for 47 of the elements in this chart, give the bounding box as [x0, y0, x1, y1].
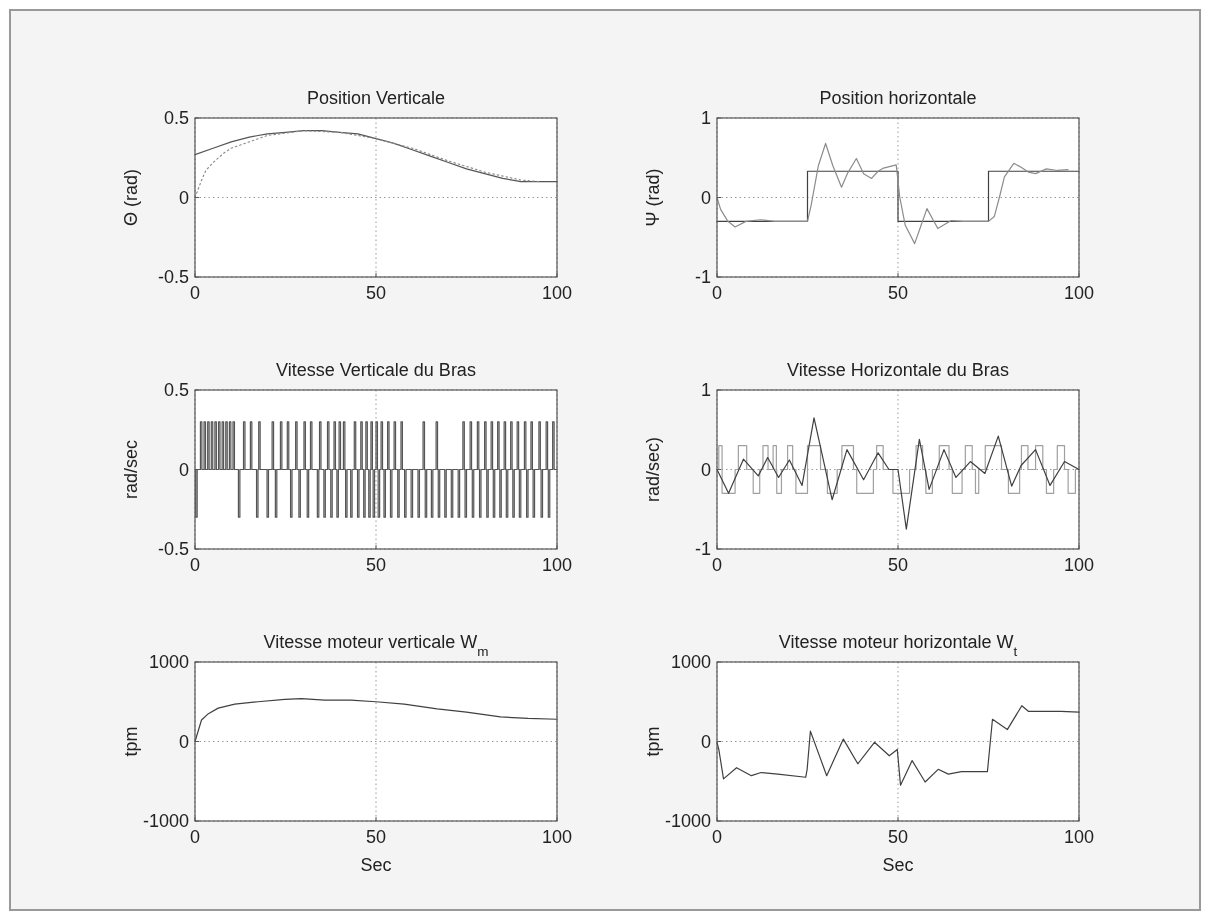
x-tick-label: 50: [365, 827, 387, 847]
y-tick-label: 1000: [148, 652, 189, 672]
y-axis-title: Ψ (rad): [643, 168, 663, 227]
y-tick-label: 0.5: [163, 108, 189, 128]
x-axis-title: Sec: [882, 855, 914, 875]
x-tick-label: 100: [541, 555, 573, 575]
x-tick-label: 100: [1063, 283, 1095, 303]
y-tick-label: -1: [694, 539, 711, 559]
chart-title: Vitesse Horizontale du Bras: [787, 360, 1009, 380]
y-axis-title: Θ (rad): [121, 168, 141, 227]
x-tick-label: 50: [365, 283, 387, 303]
line-series: [716, 417, 1080, 530]
y-tick-label: 0.5: [163, 380, 189, 400]
x-tick-label: 100: [541, 827, 573, 847]
line-series: [716, 142, 1069, 245]
x-tick-label: 100: [1063, 827, 1095, 847]
x-tick-label: 50: [365, 555, 387, 575]
x-tick-label: 100: [1063, 555, 1095, 575]
y-tick-label: 0: [178, 459, 189, 480]
y-tick-label: 1: [700, 108, 711, 128]
y-tick-label: -1: [694, 267, 711, 287]
y-axis-title: tpm: [121, 726, 141, 757]
x-tick-label: 50: [887, 827, 909, 847]
x-tick-label: 50: [887, 555, 909, 575]
chart-title: Vitesse moteur horizontale W$_{t}$: [778, 632, 1018, 659]
y-tick-label: 1000: [670, 652, 711, 672]
x-tick-label: 100: [541, 283, 573, 303]
y-tick-label: -1000: [142, 811, 189, 831]
y-tick-label: -1000: [664, 811, 711, 831]
x-tick-label: 50: [887, 283, 909, 303]
chart-title: Vitesse moteur verticale W$_{m}$: [263, 632, 489, 659]
y-tick-label: 0: [700, 459, 711, 480]
y-axis-title: tpm: [643, 726, 663, 757]
chart-title: Vitesse Verticale du Bras: [276, 360, 476, 380]
chart-title: Position horizontale: [819, 88, 977, 108]
y-tick-label: 0: [178, 187, 189, 208]
chart-title: Position Verticale: [306, 88, 446, 108]
line-series: [716, 705, 1080, 786]
y-axis-title: rad/sec): [643, 436, 663, 503]
y-tick-label: -0.5: [157, 539, 189, 559]
y-tick-label: 0: [700, 187, 711, 208]
y-tick-label: 0: [178, 731, 189, 752]
x-axis-title: Sec: [360, 855, 392, 875]
y-tick-label: -0.5: [157, 267, 189, 287]
y-tick-label: 0: [700, 731, 711, 752]
y-axis-title: rad/sec: [121, 439, 141, 500]
y-tick-label: 1: [700, 380, 711, 400]
